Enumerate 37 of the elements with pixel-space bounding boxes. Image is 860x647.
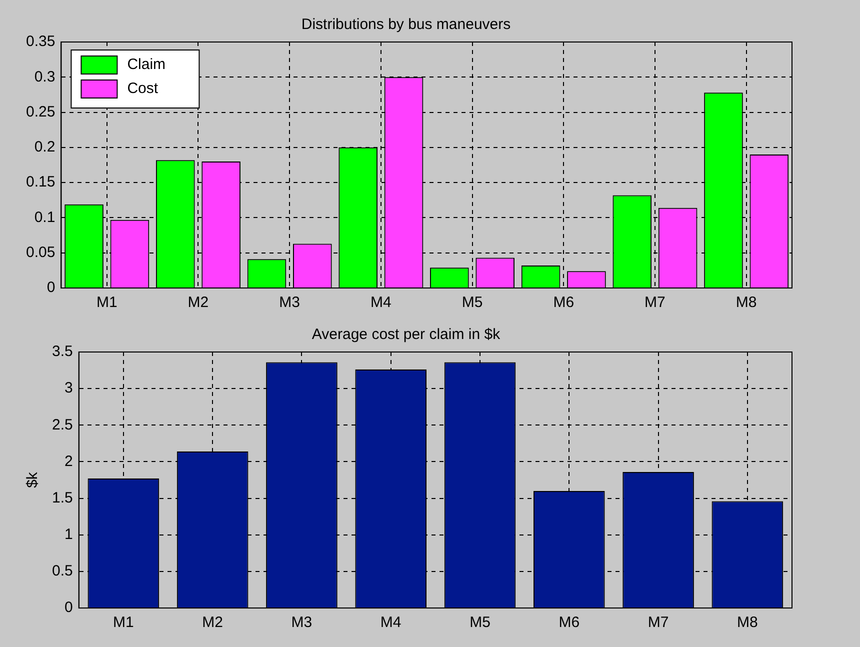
y-tick-label: 0.35 [26, 33, 56, 50]
x-tick-label: M1 [113, 614, 134, 632]
x-tick-label: M2 [188, 294, 209, 312]
y-tick-label: 1.5 [52, 489, 73, 506]
y-tick-label: 2 [64, 452, 73, 470]
x-tick-label: M4 [370, 294, 392, 312]
x-tick-label: M6 [553, 294, 574, 312]
legend-label: Cost [127, 80, 159, 98]
y-tick-label: 0 [46, 279, 56, 296]
x-tick-label: M5 [470, 614, 490, 632]
y-tick-label: 0.5 [52, 562, 73, 580]
y-tick-label: 3 [64, 380, 73, 397]
x-tick-label: M2 [202, 614, 223, 632]
x-tick-label: M4 [380, 614, 402, 632]
x-tick-label: M3 [279, 294, 300, 312]
x-tick-label: M7 [648, 614, 669, 632]
y-tick-label: 0.3 [34, 68, 56, 86]
x-tick-label: M8 [736, 294, 757, 312]
y-tick-label: 0.2 [34, 138, 56, 156]
y-tick-label: 3.5 [52, 343, 73, 360]
y-tick-label: 0.1 [34, 208, 56, 226]
chart-title: Average cost per claim in $k [312, 326, 501, 344]
chart-title: Distributions by bus maneuvers [301, 16, 511, 34]
x-tick-label: M1 [96, 294, 118, 312]
y-tick-label: 2.5 [52, 416, 73, 434]
x-tick-label: M5 [462, 294, 483, 312]
y-tick-label: 0.25 [26, 103, 56, 120]
legend-label: Claim [127, 56, 166, 74]
y-tick-label: 0 [64, 599, 73, 616]
x-tick-label: M6 [558, 614, 580, 632]
x-tick-label: M8 [737, 614, 758, 632]
y-axis-title: $k [24, 472, 42, 488]
x-tick-label: M3 [291, 614, 312, 632]
y-tick-label: 0.05 [26, 244, 56, 261]
y-tick-label: 1 [64, 526, 73, 543]
x-tick-label: M7 [644, 294, 666, 312]
y-tick-label: 0.15 [26, 174, 56, 191]
